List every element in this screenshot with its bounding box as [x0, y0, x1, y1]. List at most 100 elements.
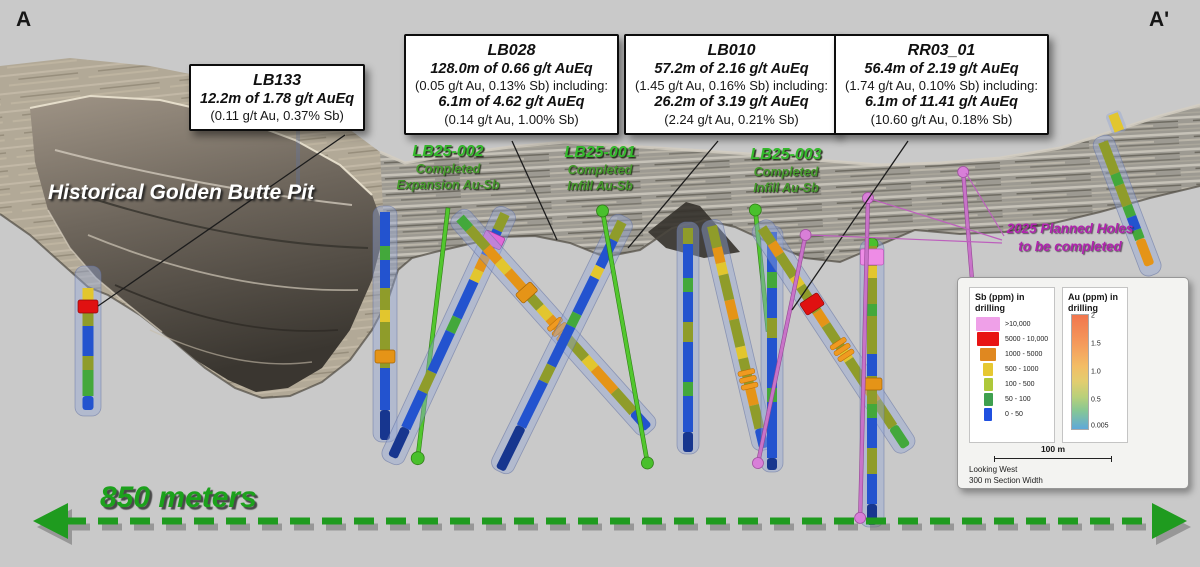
leader-lb133 [97, 134, 346, 307]
legend: Sb (ppm) in drilling >10,000 5000 - 10,0… [957, 277, 1189, 489]
legend-row: 0 - 50 [970, 407, 1054, 422]
sb-swatch [976, 317, 1000, 331]
planned-hole-1 [752, 229, 812, 469]
au-tick: 0.005 [1091, 422, 1109, 430]
legend-row: 100 - 500 [970, 377, 1054, 392]
callout-title: LB010 [707, 42, 756, 59]
scale-bar-line [994, 456, 1112, 462]
drill-hole-d2 [450, 208, 657, 436]
sb-class-label: 100 - 500 [1005, 380, 1035, 388]
sb-swatch [980, 347, 996, 361]
hole-name: LB25-003 [750, 146, 822, 163]
legend-row: 50 - 100 [970, 392, 1054, 407]
callout-lb028: LB028 128.0m of 0.66 g/t AuEq (0.05 g/t … [404, 34, 619, 135]
callout-including: 26.2m of 3.19 g/t AuEq [654, 94, 809, 111]
distance-arrow-label: 850 meters [100, 481, 257, 514]
hole-label-lb25-002: LB25-002 Completed Expansion Au-Sb [382, 143, 514, 194]
callout-grades: (1.45 g/t Au, 0.16% Sb) including: [635, 78, 828, 94]
callout-including: 6.1m of 4.62 g/t AuEq [438, 94, 585, 111]
sb-swatch [983, 377, 993, 391]
callout-intercept: 128.0m of 0.66 g/t AuEq [430, 60, 593, 77]
drill-hole-d1 [381, 206, 516, 466]
sb-class-label: 500 - 1000 [1005, 365, 1039, 373]
scale-arrow [33, 503, 1191, 545]
callout-including-grades: (0.14 g/t Au, 1.00% Sb) [444, 111, 579, 127]
hole-name: LB25-001 [564, 144, 636, 161]
sb-legend-panel: Sb (ppm) in drilling >10,000 5000 - 10,0… [969, 287, 1055, 443]
callout-including: 6.1m of 11.41 g/t AuEq [864, 94, 1019, 111]
arrow-right-icon [1152, 503, 1187, 539]
callout-lb133: LB133 12.2m of 1.78 g/t AuEq (0.11 g/t A… [189, 64, 366, 132]
arrow-left-icon [33, 503, 68, 539]
drill-hole-lb133 [74, 265, 102, 417]
callout-title: LB133 [253, 72, 302, 89]
sb-class-label: 5000 - 10,000 [1005, 335, 1049, 343]
au-tick: 1.5 [1091, 340, 1101, 348]
sb-swatch [983, 362, 993, 376]
callout-intercept: 56.4m of 2.19 g/t AuEq [864, 60, 1019, 77]
planned-hole-2 [854, 192, 874, 524]
planned-holes-label: 2025 Planned Holes to be completed [995, 220, 1145, 256]
section-width-note: 300 m Section Width [969, 476, 1043, 486]
pit-label: Historical Golden Butte Pit [48, 181, 315, 204]
view-note: Looking West [969, 465, 1018, 474]
callout-intercept: 57.2m of 2.16 g/t AuEq [654, 60, 809, 77]
hole-name: LB25-002 [412, 143, 484, 160]
callout-grades: (1.74 g/t Au, 0.10% Sb) including: [845, 78, 1038, 94]
au-tick: 0.5 [1091, 396, 1101, 404]
hole-status: Completed [753, 165, 819, 179]
sb-class-label: >10,000 [1005, 320, 1031, 328]
leader-rr03-01 [791, 140, 909, 311]
callout-including-grades: (10.60 g/t Au, 0.18% Sb) [870, 111, 1013, 127]
sb-class-label: 50 - 100 [1005, 395, 1031, 403]
legend-notes: Looking West 300 m Section Width [969, 464, 1043, 486]
sb-legend-title: Sb (ppm) in drilling [975, 292, 1025, 314]
callout-including-grades: (2.24 g/t Au, 0.21% Sb) [664, 111, 799, 127]
callout-intercept: 12.2m of 1.78 g/t AuEq [200, 90, 355, 107]
au-gradient-bar [1071, 314, 1089, 430]
callout-title: RR03_01 [907, 42, 976, 59]
au-tick: 1.0 [1091, 368, 1101, 376]
planned-connector-lines [809, 172, 1005, 244]
callout-grades: (0.11 g/t Au, 0.37% Sb) [210, 108, 344, 124]
au-legend-panel: Au (ppm) in drilling 2 1.5 1.0 0.5 0.005 [1062, 287, 1128, 443]
drill-hole-v1 [372, 205, 398, 443]
hole-status: Completed [415, 162, 481, 176]
hole-status: Completed [567, 163, 633, 177]
callout-grades: (0.05 g/t Au, 0.13% Sb) including: [415, 78, 608, 94]
hole-type: Expansion Au-Sb [396, 178, 500, 193]
sb-class-label: 1000 - 5000 [1005, 350, 1043, 358]
callout-rr03-01: RR03_01 56.4m of 2.19 g/t AuEq (1.74 g/t… [834, 34, 1049, 135]
legend-row: 1000 - 5000 [970, 347, 1054, 362]
legend-row: 5000 - 10,000 [970, 332, 1054, 347]
callout-title: LB028 [487, 42, 536, 59]
hole-label-lb25-001: LB25-001 Completed Infill Au-Sb [540, 144, 660, 195]
scale-bar-label: 100 m [1040, 444, 1066, 454]
leader-lb010 [627, 140, 719, 249]
section-marker-right: A' [1149, 8, 1170, 31]
legend-row: >10,000 [970, 317, 1054, 332]
au-tick: 2 [1091, 312, 1095, 320]
drill-hole-right [1105, 110, 1127, 135]
drill-hole-d3 [491, 213, 633, 475]
sb-class-label: 0 - 50 [1005, 410, 1023, 418]
hole-type: Infill Au-Sb [753, 181, 819, 196]
legend-row: 500 - 1000 [970, 362, 1054, 377]
completed-hole-trace-lb25-001 [596, 204, 654, 470]
sb-swatch [983, 392, 993, 406]
planned-line2: to be completed [1018, 239, 1122, 255]
drill-hole-right-lower [1092, 134, 1162, 277]
callout-lb010: LB010 57.2m of 2.16 g/t AuEq (1.45 g/t A… [624, 34, 839, 135]
planned-line1: 2025 Planned Holes [1006, 221, 1134, 236]
hole-label-lb25-003: LB25-003 Completed Infill Au-Sb [726, 146, 846, 197]
hole-type: Infill Au-Sb [567, 179, 633, 194]
leader-lb028 [511, 140, 558, 241]
sb-swatch [984, 407, 992, 421]
sb-swatch [977, 332, 999, 346]
drill-hole-v2 [676, 221, 700, 455]
scale-bar: 100 m [994, 444, 1112, 462]
drill-holes [74, 110, 1162, 528]
section-marker-left: A [16, 8, 32, 31]
